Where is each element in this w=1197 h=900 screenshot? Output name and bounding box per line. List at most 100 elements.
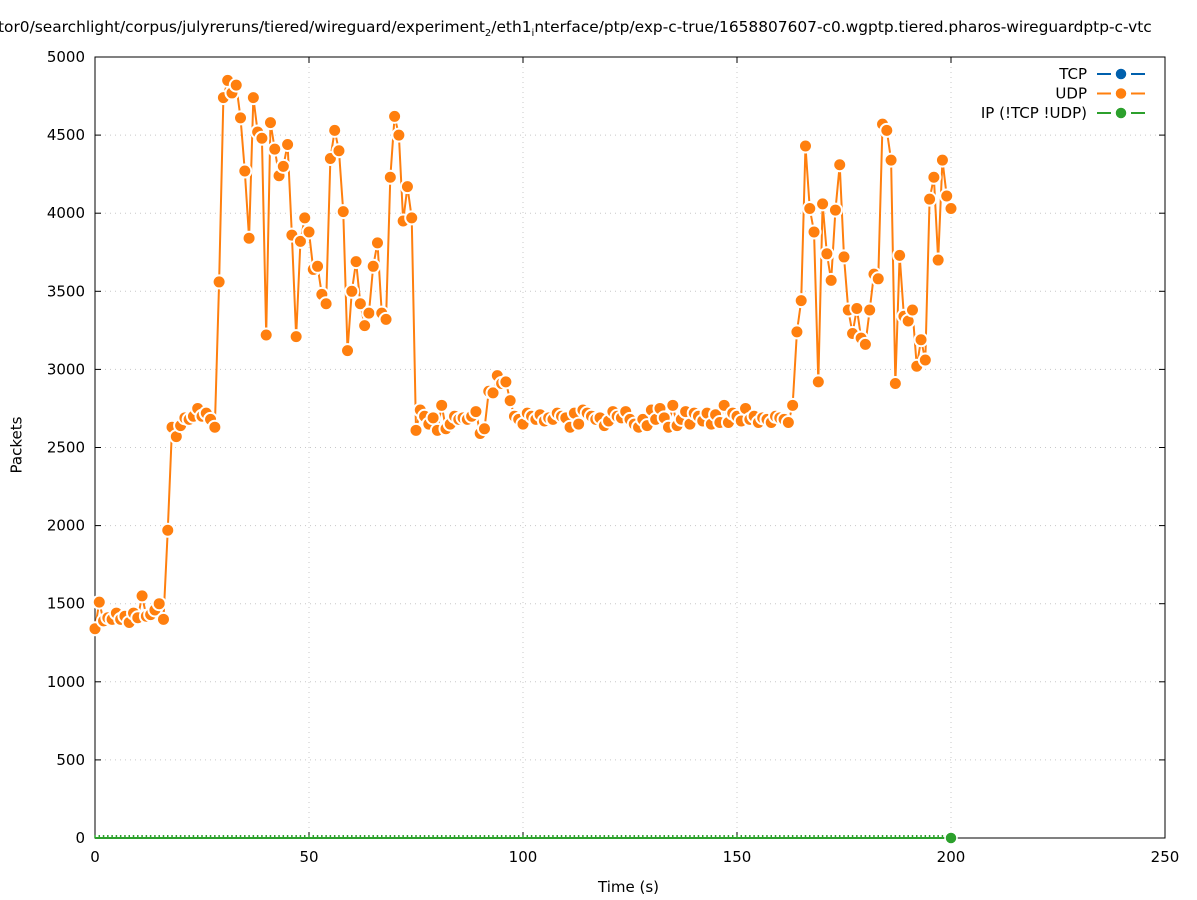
data-point — [849, 300, 865, 316]
data-point — [254, 130, 270, 146]
data-point — [267, 141, 283, 157]
title-subscript: 2 — [484, 28, 492, 39]
data-point — [806, 224, 822, 240]
y-tick-label: 3500 — [47, 282, 85, 300]
legend-marker — [1114, 67, 1128, 81]
title-part: /eth1 — [491, 18, 532, 36]
data-point — [922, 191, 938, 207]
data-point — [665, 397, 681, 413]
data-point — [904, 302, 920, 318]
data-point — [485, 385, 501, 401]
data-point — [357, 318, 373, 334]
series-udp — [87, 72, 959, 637]
data-point — [793, 293, 809, 309]
data-point — [404, 210, 420, 226]
data-point — [233, 110, 249, 126]
title-part: tor0/searchlight/corpus/julyreruns/tiere… — [0, 18, 485, 36]
data-point — [391, 127, 407, 143]
data-point — [91, 594, 107, 610]
data-point — [155, 611, 171, 627]
y-tick-label: 5000 — [47, 48, 85, 66]
data-point — [827, 202, 843, 218]
data-point — [571, 416, 587, 432]
title-part: nterface/ptp/exp-c-true/1658807607-c0.wg… — [534, 18, 1152, 36]
title-subscript: i — [531, 28, 535, 39]
data-point — [810, 374, 826, 390]
data-point — [434, 397, 450, 413]
data-point — [913, 332, 929, 348]
y-tick-label: 4500 — [47, 126, 85, 144]
data-point — [498, 374, 514, 390]
y-tick-label: 3000 — [47, 360, 85, 378]
data-point — [228, 77, 244, 93]
y-tick-label: 1000 — [47, 673, 85, 691]
data-point — [335, 204, 351, 220]
data-point — [943, 201, 959, 217]
data-point — [883, 152, 899, 168]
data-point — [408, 422, 424, 438]
x-tick-label: 100 — [509, 848, 538, 866]
data-point — [789, 324, 805, 340]
data-point — [331, 143, 347, 159]
data-point — [926, 169, 942, 185]
data-point — [857, 336, 873, 352]
data-point — [917, 352, 933, 368]
y-tick-label: 0 — [75, 829, 85, 847]
legend-label: TCP — [1058, 65, 1087, 83]
x-axis-label: Time (s) — [598, 878, 659, 896]
data-point — [797, 138, 813, 154]
data-point — [934, 152, 950, 168]
data-point — [802, 201, 818, 217]
legend-label: IP (!TCP !UDP) — [981, 104, 1087, 122]
data-point — [361, 305, 377, 321]
y-tick-label: 1500 — [47, 595, 85, 613]
data-point — [862, 302, 878, 318]
data-point — [340, 343, 356, 359]
data-point — [258, 327, 274, 343]
data-point — [352, 296, 368, 312]
data-point — [369, 235, 385, 251]
legend-marker — [1114, 86, 1128, 101]
y-tick-label: 2500 — [47, 439, 85, 457]
data-point — [832, 157, 848, 173]
data-point — [318, 296, 334, 312]
y-axis-label: Packets — [7, 416, 26, 474]
data-point — [275, 158, 291, 174]
data-point — [288, 329, 304, 345]
x-tick-label: 250 — [1151, 848, 1180, 866]
data-point — [207, 419, 223, 435]
data-point — [241, 230, 257, 246]
data-point — [476, 421, 492, 437]
data-point — [262, 115, 278, 131]
data-point — [892, 247, 908, 263]
data-point — [502, 393, 518, 409]
data-point — [823, 272, 839, 288]
data-point — [399, 179, 415, 195]
x-tick-label: 50 — [299, 848, 318, 866]
data-point — [134, 588, 150, 604]
y-tick-label: 4000 — [47, 204, 85, 222]
data-point — [836, 249, 852, 265]
data-point — [425, 410, 441, 426]
y-tick-label: 2000 — [47, 517, 85, 535]
data-point — [237, 163, 253, 179]
data-point — [245, 90, 261, 106]
data-point — [292, 233, 308, 249]
x-tick-label: 0 — [90, 848, 100, 866]
data-point — [327, 122, 343, 138]
data-point — [944, 831, 958, 845]
data-point — [930, 252, 946, 268]
data-point — [879, 122, 895, 138]
data-point — [780, 415, 796, 431]
data-point — [160, 522, 176, 538]
data-point — [310, 258, 326, 274]
data-point — [887, 375, 903, 391]
data-point — [211, 274, 227, 290]
data-point — [870, 271, 886, 287]
data-point — [382, 169, 398, 185]
data-point — [365, 258, 381, 274]
data-point — [387, 108, 403, 124]
x-tick-label: 200 — [937, 848, 966, 866]
data-point — [939, 188, 955, 204]
